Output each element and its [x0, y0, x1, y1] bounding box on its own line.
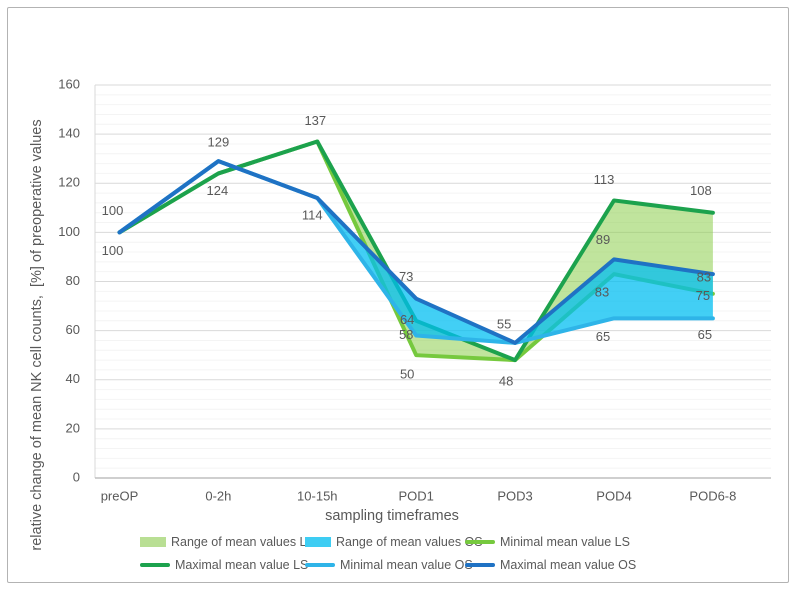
chart-legend: Range of mean values LS Range of mean val… [140, 530, 680, 576]
legend-item: Minimal mean value OS [305, 558, 473, 572]
x-category-label: 0-2h [205, 488, 231, 503]
data-label: 65 [698, 327, 712, 342]
legend-item: Maximal mean value OS [465, 558, 680, 572]
y-axis-title: relative change of mean NK cell counts, … [29, 119, 45, 551]
data-label: 73 [399, 269, 413, 284]
data-label: 50 [400, 367, 414, 382]
data-label: 124 [207, 183, 229, 198]
data-label: 48 [499, 374, 513, 389]
data-label: 137 [304, 113, 326, 128]
x-category-label: preOP [101, 488, 139, 503]
legend-fill-swatch [140, 536, 166, 547]
legend-line-swatch [465, 562, 495, 567]
data-label: 58 [399, 327, 413, 342]
y-tick-label: 0 [73, 469, 80, 484]
legend-label: Minimal mean value OS [340, 557, 473, 572]
legend-line-swatch [305, 562, 335, 567]
legend-item: Minimal mean value LS [465, 535, 680, 549]
y-tick-label: 160 [58, 76, 80, 91]
y-tick-label: 80 [66, 273, 80, 288]
x-category-label: POD6-8 [689, 488, 736, 503]
data-label: 64 [400, 312, 414, 327]
x-category-label: POD1 [398, 488, 433, 503]
data-label: 100 [102, 203, 124, 218]
y-tick-label: 20 [66, 420, 80, 435]
legend-label: Maximal mean value LS [175, 557, 309, 572]
y-tick-label: 40 [66, 371, 80, 386]
legend-label: Range of mean values LS [171, 534, 315, 549]
y-tick-label: 140 [58, 126, 80, 141]
series-line-maximal-mean-value-os [117, 159, 715, 345]
data-label: 65 [596, 329, 610, 344]
legend-item: Range of mean values LS [140, 535, 315, 549]
x-category-label: 10-15h [297, 488, 337, 503]
data-label: 113 [594, 172, 615, 187]
data-label: 108 [690, 183, 712, 198]
x-category-label: POD4 [596, 488, 631, 503]
legend-label: Maximal mean value OS [500, 557, 637, 572]
legend-line-swatch [140, 562, 170, 567]
legend-label: Range of mean values OS [336, 534, 483, 549]
data-label: 83 [697, 270, 711, 285]
data-label: 100 [102, 243, 124, 258]
legend-fill-swatch [305, 536, 331, 547]
legend-item: Range of mean values OS [305, 535, 483, 549]
data-label: 83 [595, 285, 609, 300]
y-tick-label: 60 [66, 322, 80, 337]
data-label: 114 [302, 207, 323, 222]
y-tick-label: 100 [58, 224, 80, 239]
data-label: 75 [696, 288, 710, 303]
legend-line-swatch [465, 539, 495, 544]
data-label: 129 [208, 135, 230, 150]
x-axis-title: sampling timeframes [325, 508, 459, 524]
legend-item: Maximal mean value LS [140, 557, 309, 572]
legend-label: Minimal mean value LS [500, 534, 630, 549]
y-tick-label: 120 [58, 175, 80, 190]
data-label: 89 [596, 232, 610, 247]
range-band-range-of-mean-values-os [119, 161, 713, 343]
data-label: 55 [497, 316, 511, 331]
x-category-label: POD3 [497, 488, 532, 503]
